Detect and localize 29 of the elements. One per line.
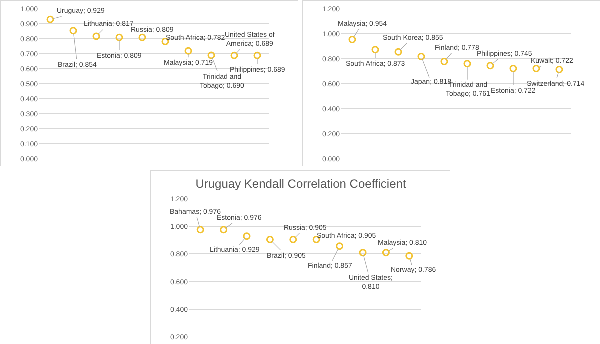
point: [196, 226, 204, 234]
point: [359, 249, 367, 257]
point: [372, 46, 380, 54]
point: [336, 242, 344, 250]
point: [46, 16, 54, 24]
point: [116, 34, 124, 42]
point: [486, 62, 494, 70]
chart-title: Uruguay Kendall Correlation Coefficient: [196, 177, 407, 192]
point: [394, 48, 402, 56]
point: [418, 53, 426, 60]
point: [556, 66, 564, 74]
point: [220, 226, 228, 234]
point: [230, 52, 238, 60]
point: [440, 58, 448, 66]
point: [382, 249, 390, 257]
point: [348, 36, 356, 44]
point: [243, 232, 251, 240]
point: [208, 52, 216, 60]
point: [138, 34, 146, 42]
point: [70, 27, 78, 35]
point: [92, 32, 100, 40]
point: [184, 47, 192, 55]
point: [532, 65, 540, 72]
point: [290, 236, 298, 244]
point: [266, 236, 274, 244]
point: [464, 60, 472, 68]
point: [254, 52, 262, 60]
point: [406, 252, 414, 260]
point: [510, 65, 518, 72]
